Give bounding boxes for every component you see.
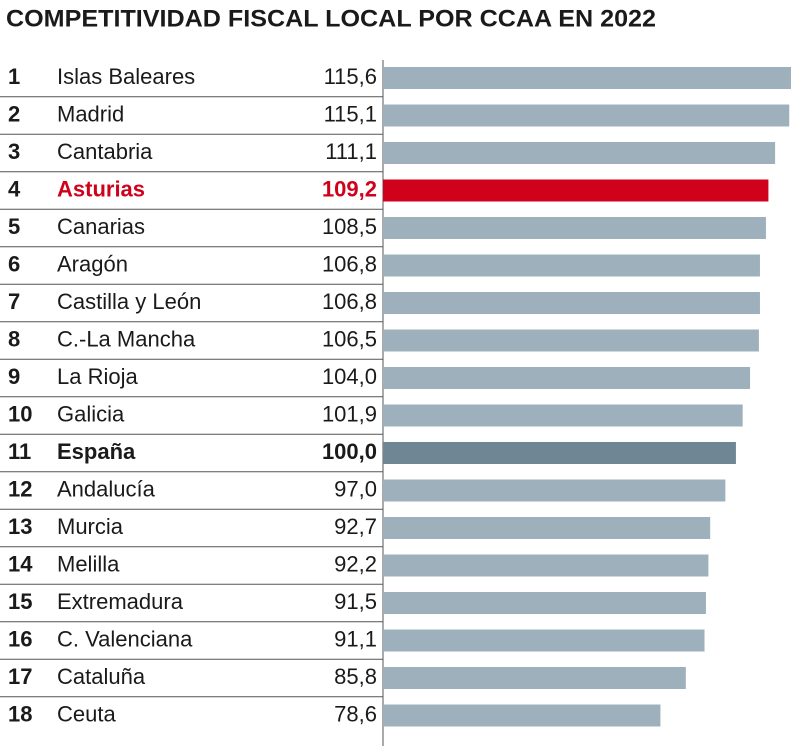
value-label: 92,2 [334, 551, 377, 576]
rank: 11 [8, 439, 31, 464]
value-label: 92,7 [334, 514, 377, 539]
value-label: 78,6 [334, 701, 377, 726]
rank: 3 [8, 139, 20, 164]
rank: 15 [8, 589, 32, 614]
chart-title: COMPETITIVIDAD FISCAL LOCAL POR CCAA EN … [6, 5, 656, 32]
bar [383, 254, 760, 277]
bar [383, 292, 760, 314]
rank: 12 [8, 476, 32, 501]
bar [383, 629, 705, 652]
bar [383, 329, 759, 352]
rank: 8 [8, 326, 20, 351]
value-label: 115,1 [324, 101, 377, 126]
category-label: C. Valenciana [57, 626, 193, 651]
bar [383, 67, 791, 89]
rank: 16 [8, 626, 32, 651]
value-label: 106,8 [322, 289, 377, 314]
bar [383, 554, 709, 577]
category-label: Andalucía [57, 476, 156, 501]
value-label: 104,0 [322, 364, 377, 389]
value-label: 106,8 [322, 251, 377, 276]
value-label: 106,5 [322, 326, 377, 351]
value-label: 111,1 [325, 139, 377, 164]
rank: 13 [8, 514, 32, 539]
category-label: Cataluña [57, 664, 146, 689]
bar [383, 517, 711, 539]
rank: 2 [8, 101, 20, 126]
category-label: C.-La Mancha [57, 326, 196, 351]
bar [383, 142, 776, 164]
category-label: Canarias [57, 214, 145, 239]
rank: 7 [8, 289, 20, 314]
category-label: Castilla y León [57, 289, 201, 314]
value-label: 109,2 [322, 176, 377, 201]
category-label: Asturias [57, 176, 145, 201]
bar [383, 404, 743, 427]
value-label: 100,0 [322, 439, 377, 464]
category-label: España [57, 439, 136, 464]
value-label: 91,1 [334, 626, 377, 651]
value-label: 108,5 [322, 214, 377, 239]
category-label: Islas Baleares [57, 64, 195, 89]
value-label: 101,9 [322, 401, 377, 426]
bar [383, 367, 751, 389]
rank: 10 [8, 401, 32, 426]
category-label: Extremadura [57, 589, 184, 614]
rank: 9 [8, 364, 20, 389]
rank: 1 [8, 64, 20, 89]
bar [383, 704, 661, 727]
value-label: 91,5 [334, 589, 377, 614]
value-label: 97,0 [334, 476, 377, 501]
category-label: Cantabria [57, 139, 153, 164]
bar [383, 179, 769, 202]
rank: 18 [8, 701, 32, 726]
category-label: Madrid [57, 101, 124, 126]
rank: 4 [8, 176, 21, 201]
rank: 6 [8, 251, 20, 276]
rank: 17 [8, 664, 32, 689]
category-label: Murcia [57, 514, 124, 539]
bar [383, 479, 726, 502]
bar [383, 217, 766, 239]
bar [383, 592, 706, 614]
bar [383, 104, 790, 127]
rank: 14 [8, 551, 33, 576]
bar [383, 667, 686, 689]
value-label: 85,8 [334, 664, 377, 689]
category-label: Ceuta [57, 701, 116, 726]
bar [383, 442, 736, 464]
value-label: 115,6 [324, 64, 377, 89]
category-label: La Rioja [57, 364, 138, 389]
rank: 5 [8, 214, 20, 239]
category-label: Aragón [57, 251, 128, 276]
category-label: Galicia [57, 401, 125, 426]
category-label: Melilla [57, 551, 120, 576]
